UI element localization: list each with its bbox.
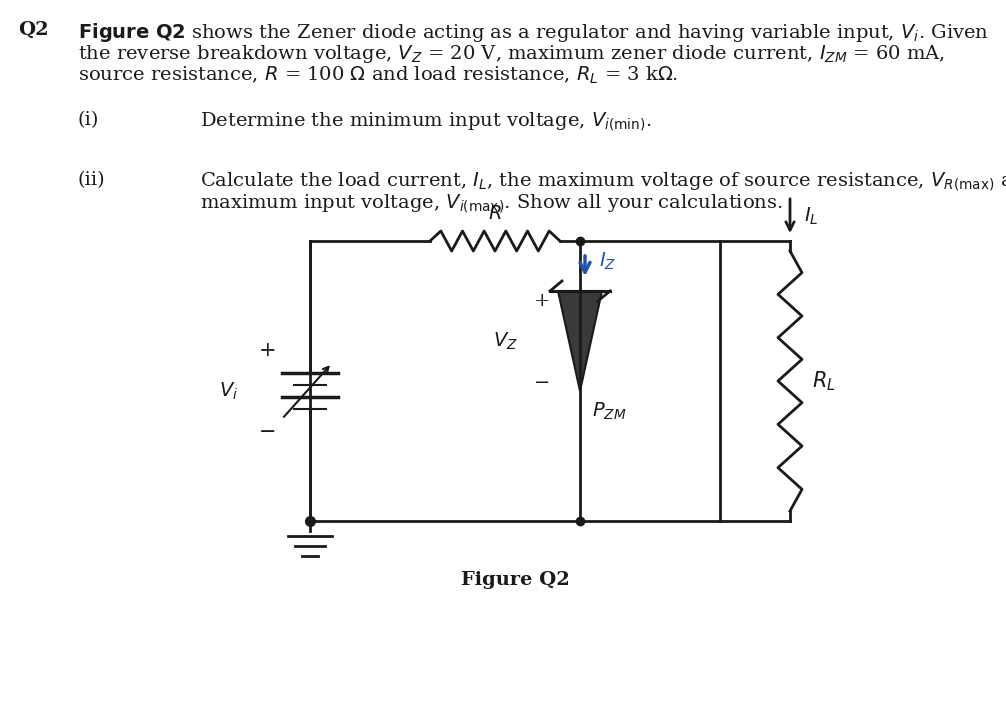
Text: $V_Z$: $V_Z$ [493, 330, 518, 352]
Text: (i): (i) [78, 111, 100, 129]
Text: source resistance, $R$ = 100 $\Omega$ and load resistance, $R_L$ = 3 k$\Omega$.: source resistance, $R$ = 100 $\Omega$ an… [78, 65, 678, 87]
Text: +: + [260, 342, 277, 360]
Text: Determine the minimum input voltage, $V_{i(\mathrm{min})}$.: Determine the minimum input voltage, $V_… [200, 111, 652, 133]
Text: Q2: Q2 [18, 21, 48, 39]
Text: $P_{ZM}$: $P_{ZM}$ [592, 401, 627, 423]
Text: $V_i$: $V_i$ [219, 381, 238, 402]
Text: +: + [534, 292, 550, 310]
Text: −: − [534, 374, 550, 392]
Text: −: − [260, 423, 277, 443]
Text: $R$: $R$ [488, 205, 502, 223]
Text: maximum input voltage, $V_{i(\mathrm{max})}$. Show all your calculations.: maximum input voltage, $V_{i(\mathrm{max… [200, 193, 783, 215]
Text: $I_Z$: $I_Z$ [599, 250, 617, 272]
Text: the reverse breakdown voltage, $V_Z$ = 20 V, maximum zener diode current, $I_{ZM: the reverse breakdown voltage, $V_Z$ = 2… [78, 43, 945, 65]
Text: $I_L$: $I_L$ [804, 205, 819, 226]
Polygon shape [558, 291, 602, 391]
Text: $R_L$: $R_L$ [812, 369, 836, 393]
Text: Figure Q2: Figure Q2 [461, 571, 569, 589]
Text: $\mathbf{Figure\ Q2}$ shows the Zener diode acting as a regulator and having var: $\mathbf{Figure\ Q2}$ shows the Zener di… [78, 21, 989, 44]
Text: (ii): (ii) [78, 171, 106, 189]
Text: Calculate the load current, $I_L$, the maximum voltage of source resistance, $V_: Calculate the load current, $I_L$, the m… [200, 171, 1006, 193]
